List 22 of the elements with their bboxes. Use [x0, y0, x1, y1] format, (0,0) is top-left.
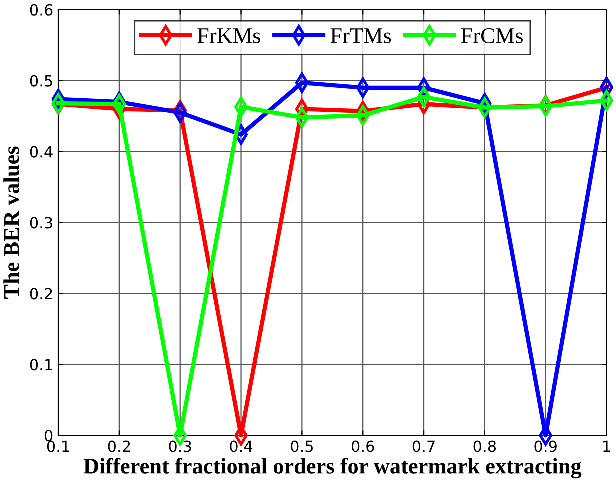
x-axis-title: Different fractional orders for watermark extracting: [84, 458, 582, 479]
x-tick-label: 1: [604, 440, 610, 452]
x-tick-label: 0.8: [474, 440, 496, 452]
y-axis-title: The BER values: [4, 146, 20, 299]
x-tick-label: 0.6: [352, 440, 374, 452]
x-tick-label: 0.3: [169, 440, 192, 452]
x-tick-label: 0.5: [291, 440, 313, 452]
x-tick-label: 0.2: [108, 440, 130, 452]
y-tick-label: 0: [44, 430, 53, 442]
y-tick-label: 0.2: [30, 288, 52, 300]
legend-label: FrTMs: [330, 28, 392, 44]
y-tick-label: 0.6: [30, 4, 53, 16]
y-tick-label: 0.5: [30, 75, 52, 87]
x-tick-label: 0.1: [47, 440, 70, 452]
x-tick-label: 0.4: [230, 440, 253, 452]
y-tick-label: 0.4: [30, 146, 53, 158]
legend-label: FrCMs: [461, 28, 523, 44]
x-tick-label: 0.7: [412, 440, 435, 452]
x-tick-label: 0.9: [534, 440, 557, 452]
y-tick-label: 0.3: [30, 217, 52, 229]
legend-label: FrKMs: [198, 28, 260, 44]
y-tick-label: 0.1: [30, 359, 52, 371]
